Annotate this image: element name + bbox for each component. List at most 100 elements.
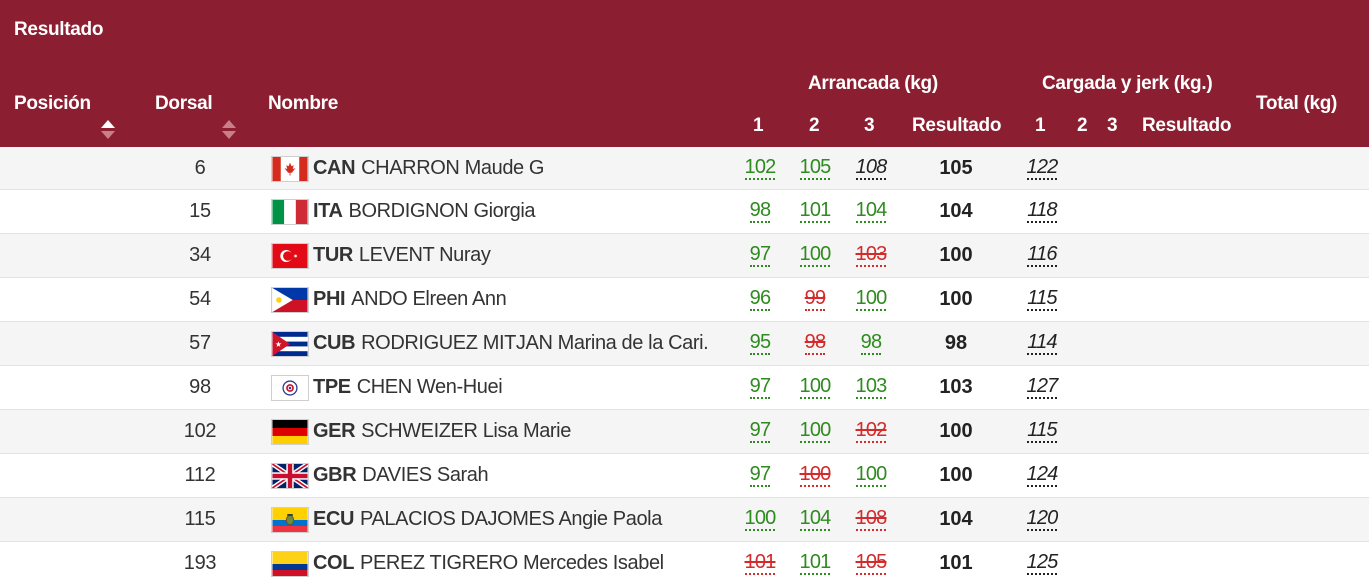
noc-code: ITA bbox=[313, 200, 343, 222]
athlete-name[interactable]: TPE CHEN Wen-Huei bbox=[313, 366, 503, 409]
ecu-flag-icon bbox=[271, 507, 309, 533]
snatch-attempt-1: 98 bbox=[749, 199, 771, 223]
cj-attempt-1: 114 bbox=[1027, 331, 1058, 355]
snatch-attempt-1: 96 bbox=[749, 287, 771, 311]
can-flag-icon bbox=[271, 156, 309, 182]
snatch-result: 103 bbox=[939, 376, 973, 398]
snatch-group-header: Arrancada (kg) bbox=[808, 73, 938, 94]
snatch-attempt-3: 103 bbox=[855, 375, 887, 399]
cj-group-header: Cargada y jerk (kg.) bbox=[1042, 73, 1213, 94]
noc-code: ECU bbox=[313, 508, 355, 530]
col-name-header: Nombre bbox=[268, 93, 338, 114]
sort-dorsal-icon[interactable] bbox=[222, 120, 236, 140]
snatch-attempt-2: 101 bbox=[799, 199, 831, 223]
noc-code: TUR bbox=[313, 244, 353, 266]
table-row[interactable]: 98 TPE CHEN Wen-Huei 97 100 103 127 103 bbox=[0, 366, 1369, 410]
table-row[interactable]: 112 GBR DAVIES Sarah 97 100 100 124 100 bbox=[0, 454, 1369, 498]
phi-flag-icon bbox=[271, 287, 309, 313]
snatch-attempt-1: 102 bbox=[744, 155, 776, 180]
table-row[interactable]: 15 ITA BORDIGNON Giorgia 98 101 104 118 104 bbox=[0, 190, 1369, 234]
snatch-attempt-3: 100 bbox=[855, 287, 887, 311]
snatch-attempt-3-header: 3 bbox=[864, 115, 875, 136]
cj-result-header: Resultado bbox=[1142, 115, 1232, 136]
athlete-full-name: LEVENT Nuray bbox=[358, 244, 491, 266]
snatch-attempt-2: 100 bbox=[799, 375, 831, 399]
sort-position-icon[interactable] bbox=[101, 120, 115, 140]
noc-code: COL bbox=[313, 552, 355, 574]
snatch-attempt-1: 100 bbox=[744, 507, 776, 531]
snatch-result: 104 bbox=[939, 200, 973, 222]
snatch-result: 105 bbox=[939, 156, 973, 179]
dorsal-number: 102 bbox=[183, 420, 217, 442]
table-row[interactable]: 115 ECU PALACIOS DAJOMES Angie Paola 100 104… bbox=[0, 498, 1369, 542]
cj-attempt-1: 116 bbox=[1027, 243, 1058, 267]
snatch-attempt-3: 104 bbox=[855, 199, 887, 223]
athlete-full-name: ANDO Elreen Ann bbox=[351, 288, 507, 310]
dorsal-number: 15 bbox=[189, 200, 211, 222]
athlete-full-name: CHARRON Maude G bbox=[361, 156, 545, 179]
snatch-result: 101 bbox=[939, 552, 973, 574]
athlete-name[interactable]: CUB RODRIGUEZ MITJAN Marina de la Cari. bbox=[313, 322, 709, 365]
table-row[interactable]: 54 PHI ANDO Elreen Ann 96 99 100 115 100 bbox=[0, 278, 1369, 322]
cj-attempt-1: 124 bbox=[1026, 463, 1058, 487]
snatch-attempt-2: 100 bbox=[799, 463, 831, 487]
snatch-attempt-1: 97 bbox=[749, 375, 771, 399]
cub-flag-icon bbox=[271, 331, 309, 357]
athlete-full-name: SCHWEIZER Lisa Marie bbox=[361, 420, 571, 442]
snatch-attempt-2: 100 bbox=[799, 243, 831, 267]
athlete-name[interactable]: PHI ANDO Elreen Ann bbox=[313, 278, 507, 321]
snatch-result: 100 bbox=[939, 420, 973, 442]
col-total-header: Total (kg) bbox=[1256, 93, 1338, 114]
cj-attempt-3-header: 3 bbox=[1107, 115, 1118, 136]
athlete-name[interactable]: GER SCHWEIZER Lisa Marie bbox=[313, 410, 571, 453]
gbr-flag-icon bbox=[271, 463, 309, 489]
cj-attempt-2-header: 2 bbox=[1077, 115, 1088, 136]
snatch-attempt-2: 98 bbox=[804, 331, 826, 355]
noc-code: PHI bbox=[313, 288, 346, 310]
athlete-name[interactable]: ECU PALACIOS DAJOMES Angie Paola bbox=[313, 498, 662, 541]
dorsal-number: 57 bbox=[189, 332, 211, 354]
snatch-attempt-2-header: 2 bbox=[809, 115, 820, 136]
table-row[interactable]: 6 CAN CHARRON Maude G 102 105 108 122 105 bbox=[0, 147, 1369, 190]
results-table-body: 6 CAN CHARRON Maude G 102 105 108 122 105 15 ITA B… bbox=[0, 147, 1369, 583]
athlete-full-name: PALACIOS DAJOMES Angie Paola bbox=[360, 508, 662, 530]
snatch-attempt-1: 97 bbox=[749, 243, 771, 267]
table-row[interactable]: 34 TUR LEVENT Nuray 97 100 103 116 100 bbox=[0, 234, 1369, 278]
athlete-full-name: BORDIGNON Giorgia bbox=[348, 200, 536, 222]
col-flag-icon bbox=[271, 551, 309, 577]
col-dorsal-header[interactable]: Dorsal bbox=[155, 93, 213, 114]
dorsal-number: 193 bbox=[183, 552, 217, 574]
dorsal-number: 115 bbox=[184, 508, 216, 530]
tpe-flag-icon bbox=[271, 375, 309, 401]
snatch-attempt-2: 100 bbox=[799, 419, 831, 443]
athlete-full-name: DAVIES Sarah bbox=[362, 464, 489, 486]
noc-code: CUB bbox=[313, 332, 356, 354]
dorsal-number: 98 bbox=[189, 376, 211, 398]
snatch-result: 100 bbox=[939, 464, 973, 486]
cj-attempt-1: 127 bbox=[1026, 375, 1058, 399]
tur-flag-icon bbox=[271, 243, 309, 269]
snatch-result: 100 bbox=[939, 288, 973, 310]
athlete-name[interactable]: TUR LEVENT Nuray bbox=[313, 234, 491, 277]
snatch-attempt-3: 103 bbox=[855, 243, 887, 267]
dorsal-number: 34 bbox=[189, 244, 211, 266]
noc-code: TPE bbox=[313, 376, 351, 398]
snatch-attempt-2: 101 bbox=[799, 551, 831, 575]
athlete-name[interactable]: GBR DAVIES Sarah bbox=[313, 454, 489, 497]
snatch-attempt-3: 105 bbox=[855, 551, 887, 575]
snatch-attempt-1: 101 bbox=[744, 551, 776, 575]
dorsal-number: 112 bbox=[184, 464, 216, 486]
athlete-name[interactable]: ITA BORDIGNON Giorgia bbox=[313, 190, 536, 233]
athlete-name[interactable]: CAN CHARRON Maude G bbox=[313, 147, 544, 189]
col-position-header[interactable]: Posición bbox=[14, 93, 91, 114]
athlete-full-name: PEREZ TIGRERO Mercedes Isabel bbox=[360, 552, 664, 574]
table-row[interactable]: 102 GER SCHWEIZER Lisa Marie 97 100 102 115 100 bbox=[0, 410, 1369, 454]
table-row[interactable]: 57 CUB RODRIGUEZ MITJAN Marina de la Cari.… bbox=[0, 322, 1369, 366]
noc-code: CAN bbox=[313, 156, 356, 179]
noc-code: GER bbox=[313, 420, 356, 442]
results-header: Resultado Posición Dorsal Nombre Arranca… bbox=[0, 0, 1369, 147]
snatch-attempt-2: 104 bbox=[799, 507, 831, 531]
snatch-attempt-3: 98 bbox=[860, 331, 882, 355]
athlete-name[interactable]: COL PEREZ TIGRERO Mercedes Isabel bbox=[313, 542, 664, 583]
table-row[interactable]: 193 COL PEREZ TIGRERO Mercedes Isabel 101 10… bbox=[0, 542, 1369, 583]
